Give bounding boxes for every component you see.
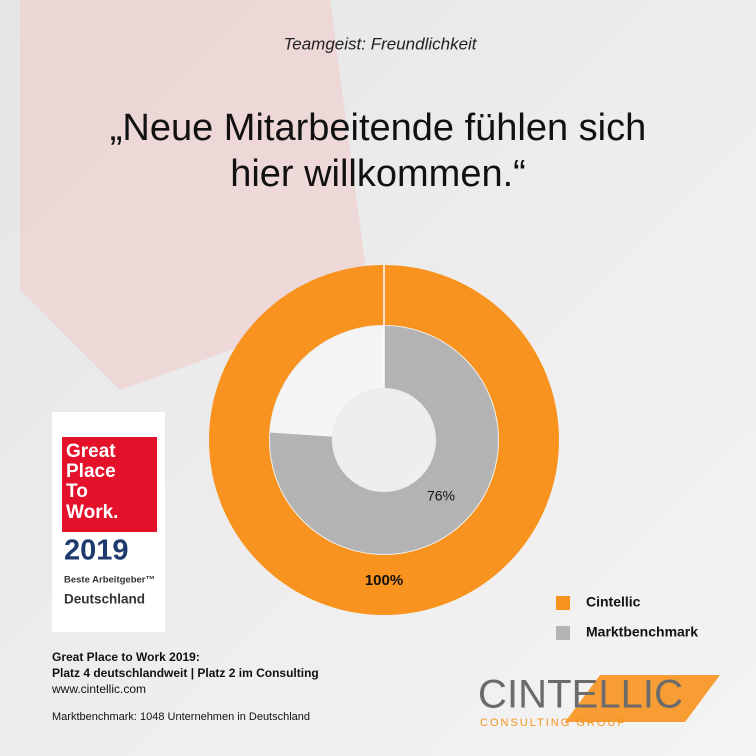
badge-text: Great <box>66 441 116 462</box>
badge-claim: Beste Arbeitgeber™ <box>64 575 155 586</box>
donut-chart: 100% 76% Cintellic Marktbenchmark <box>209 265 698 640</box>
footer-line: Platz 4 deutschlandweit | Platz 2 im Con… <box>52 666 319 680</box>
data-label: 100% <box>365 572 403 589</box>
logo-name: CINTELLIC <box>478 673 683 717</box>
badge-text: Place <box>66 461 116 482</box>
title-line: hier willkommen.“ <box>230 153 526 195</box>
badge-text: To <box>66 481 88 502</box>
footer-line: Great Place to Work 2019: <box>52 650 200 664</box>
data-label: 76% <box>427 488 455 504</box>
legend-swatch <box>556 596 570 610</box>
footer-url: www.cintellic.com <box>51 682 146 696</box>
badge-country: Deutschland <box>64 592 145 607</box>
legend-label: Marktbenchmark <box>586 624 698 640</box>
subtitle: Teamgeist: Freundlichkeit <box>283 34 477 53</box>
footer-note: Marktbenchmark: 1048 Unternehmen in Deut… <box>52 711 310 723</box>
background-cube <box>20 0 370 390</box>
logo-tagline: CONSULTING GROUP <box>480 717 627 729</box>
badge-red <box>62 437 157 532</box>
legend-swatch <box>556 626 570 640</box>
badge-text: Work. <box>66 502 118 523</box>
title-line: „Neue Mitarbeitende fühlen sich <box>110 107 647 149</box>
badge-year: 2019 <box>64 535 129 567</box>
logo-shape <box>565 675 720 722</box>
badge: Great Place To Work. 2019 Beste Arbeitge… <box>52 412 165 632</box>
legend-label: Cintellic <box>586 594 641 610</box>
